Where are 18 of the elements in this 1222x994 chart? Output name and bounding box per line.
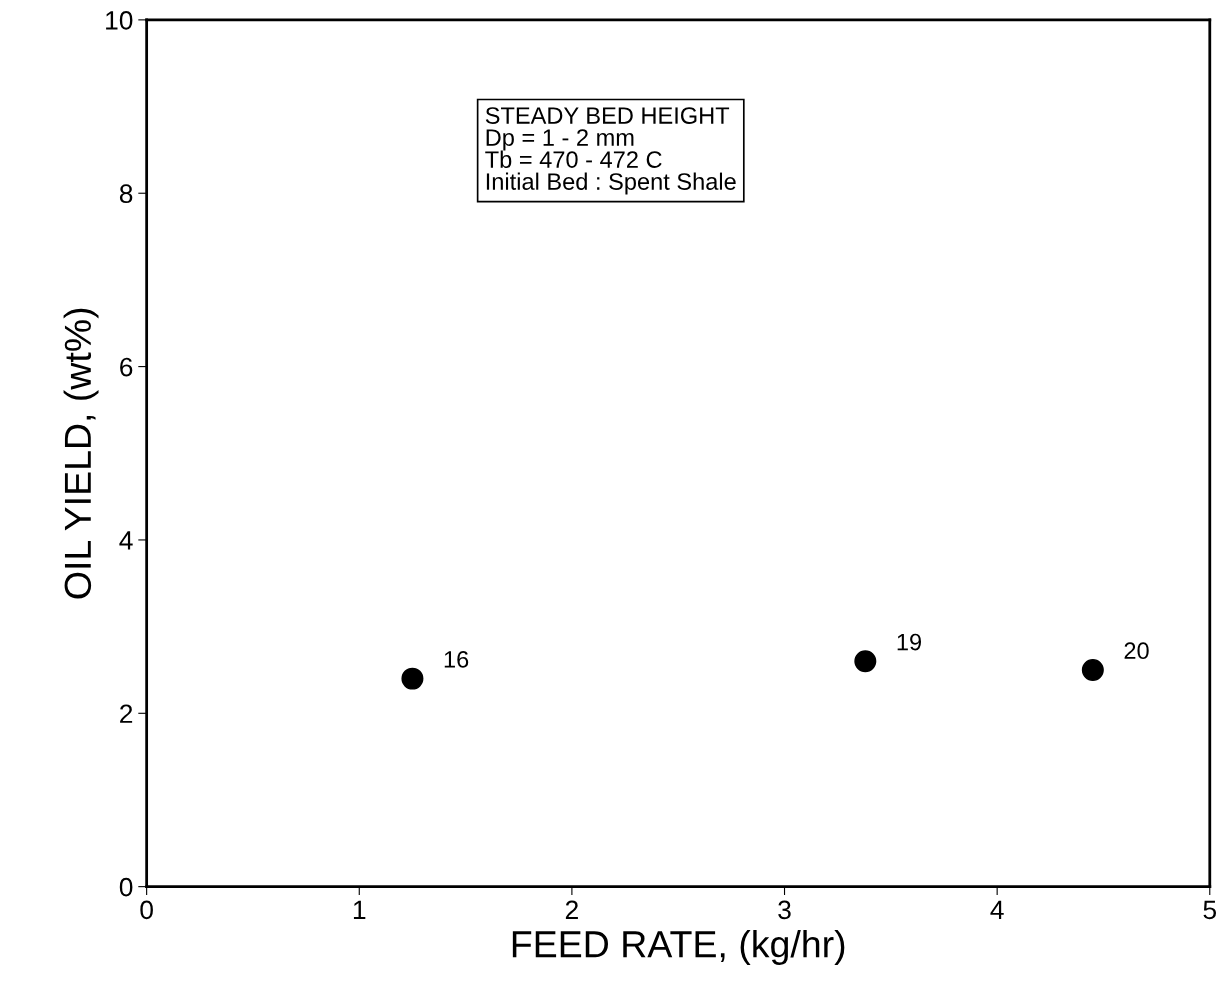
x-tick-label: 5: [1203, 900, 1217, 920]
x-tick-label: 4: [990, 900, 1004, 919]
annotation: 19: [897, 633, 922, 651]
y-tick-label: 2: [120, 704, 133, 723]
x-tick-label: 2: [565, 900, 578, 919]
y-tick-label: 0: [119, 877, 133, 897]
x-axis-title: FEED RATE, (kg/hr): [512, 930, 845, 965]
y-tick-label: 4: [119, 531, 133, 550]
y-tick-label: 10: [106, 11, 133, 30]
annotation: 20: [1124, 642, 1149, 660]
annotation: 16: [444, 651, 469, 668]
x-tick-label: 0: [140, 900, 153, 920]
y-tick-label: 8: [119, 184, 133, 204]
x-tick-label: 1: [353, 900, 366, 919]
annotation: STEADY BED HEIGHT Dp = 1 - 2 mm Tb = 470 - 472 C Initial Bed : Spent Shale: [485, 107, 736, 195]
y-tick-label: 6: [120, 357, 133, 377]
x-tick-label: 3: [778, 900, 791, 920]
y-axis-title: OIL YIELD, (wt%): [63, 308, 99, 599]
